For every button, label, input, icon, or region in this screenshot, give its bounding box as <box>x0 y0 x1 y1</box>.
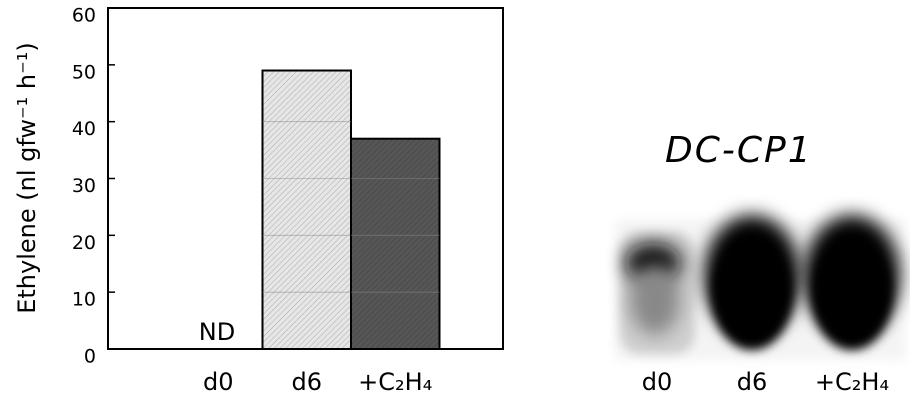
y-tick-label: 30 <box>72 175 96 197</box>
x-tick-label: d6 <box>291 368 322 396</box>
blot-title: DC-CP1 <box>665 130 813 171</box>
x-tick-label: +C₂H₄ <box>358 368 432 396</box>
y-axis-label: Ethylene (nl gfw⁻¹ h⁻¹) <box>13 42 41 314</box>
annotation: ND <box>199 318 235 346</box>
lane-label: d0 <box>642 368 673 396</box>
y-tick-label: 10 <box>72 289 96 311</box>
x-tick-label: d0 <box>203 368 234 396</box>
bar-hatch <box>263 71 352 349</box>
blot-image <box>615 215 905 360</box>
y-tick-label: 40 <box>72 118 96 140</box>
y-tick-label: 20 <box>72 232 96 254</box>
lane-label: +C₂H₄ <box>815 368 889 396</box>
figure: Ethylene (nl gfw⁻¹ h⁻¹) ND DC-CP1 0 10 20 3… <box>0 0 910 408</box>
y-tick-label: 60 <box>72 5 96 27</box>
lane-label: d6 <box>737 368 768 396</box>
page: {"chart_data": {"type": "bar", "y_label"… <box>0 0 910 408</box>
y-tick-label: 50 <box>72 61 96 83</box>
bar-hatch <box>351 139 440 349</box>
y-tick-label: 0 <box>84 346 96 368</box>
